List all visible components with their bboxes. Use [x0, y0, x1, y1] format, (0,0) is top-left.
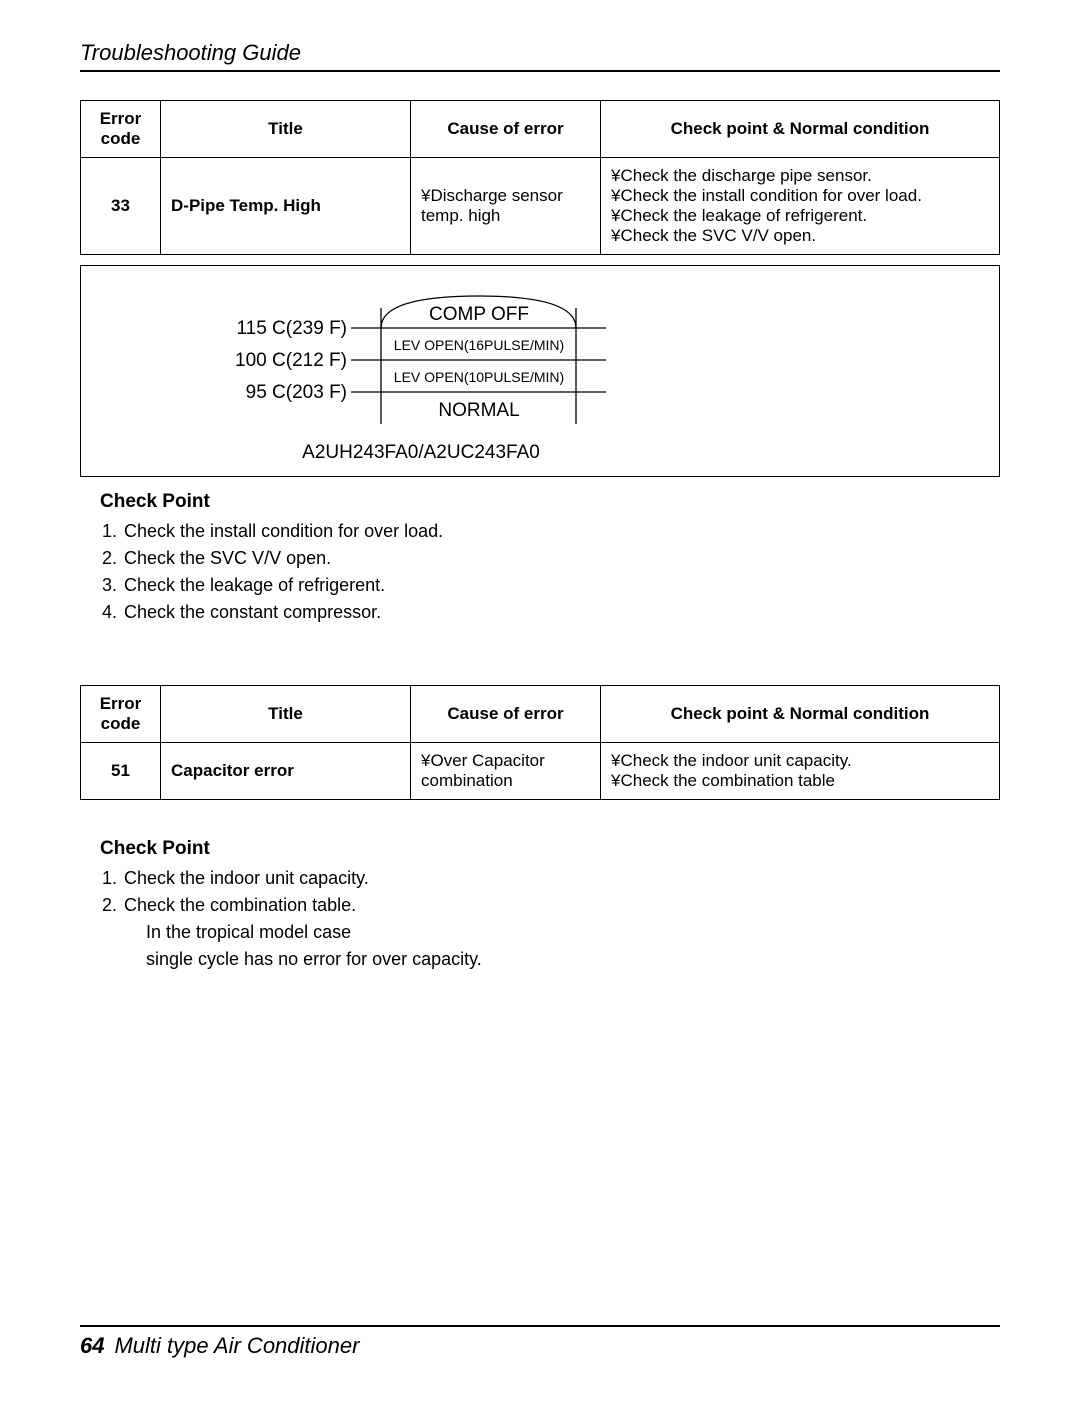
page-body: Troubleshooting Guide Error code Title C…: [0, 0, 1080, 970]
th-title: Title: [161, 686, 411, 743]
footer-text: 64 Multi type Air Conditioner: [80, 1333, 1000, 1359]
check-line: ¥Check the leakage of refrigerent.: [611, 206, 989, 226]
diagram-left-label: 115 C(239 F): [236, 318, 347, 339]
checkpoint-heading: Check Point: [100, 491, 1000, 513]
check-line: ¥Check the indoor unit capacity.: [611, 751, 989, 771]
diagram-caption: A2UH243FA0/A2UC243FA0: [231, 442, 611, 464]
cell-title: Capacitor error: [161, 743, 411, 800]
page-number: 64: [80, 1333, 104, 1358]
cell-title: D-Pipe Temp. High: [161, 158, 411, 255]
th-cause: Cause of error: [411, 101, 601, 158]
table-row: 33 D-Pipe Temp. High ¥Discharge sensor t…: [81, 158, 1000, 255]
table-row: 51 Capacitor error ¥Over Capacitor combi…: [81, 743, 1000, 800]
checkpoint-heading: Check Point: [100, 838, 1000, 860]
list-item: Check the install condition for over loa…: [122, 521, 1000, 542]
diagram-right-label: LEV OPEN(16PULSE/MIN): [394, 337, 564, 353]
diagram-left-label: 95 C(203 F): [246, 382, 347, 403]
th-error-code: Error code: [81, 686, 161, 743]
checkpoint-list: Check the indoor unit capacity. Check th…: [102, 868, 1000, 916]
list-item: Check the leakage of refrigerent.: [122, 575, 1000, 596]
error-table-33: Error code Title Cause of error Check po…: [80, 100, 1000, 255]
cell-error-code: 33: [81, 158, 161, 255]
diagram-left-label: 100 C(212 F): [235, 350, 347, 371]
cell-cause: ¥Over Capacitor combination: [411, 743, 601, 800]
cell-cause: ¥Discharge sensor temp. high: [411, 158, 601, 255]
check-line: ¥Check the install condition for over lo…: [611, 186, 989, 206]
th-error-code: Error code: [81, 101, 161, 158]
list-item: Check the combination table.: [122, 895, 1000, 916]
cell-error-code: 51: [81, 743, 161, 800]
footer-doc-title: Multi type Air Conditioner: [114, 1333, 359, 1358]
threshold-diagram-frame: 115 C(239 F) 100 C(212 F) 95 C(203 F) CO…: [80, 265, 1000, 477]
check-line: ¥Check the SVC V/V open.: [611, 226, 989, 246]
error-table-51: Error code Title Cause of error Check po…: [80, 685, 1000, 800]
diagram-right-label: NORMAL: [438, 400, 519, 421]
list-item: Check the indoor unit capacity.: [122, 868, 1000, 889]
sub-note: In the tropical model case: [146, 922, 1000, 943]
checkpoint-list: Check the install condition for over loa…: [102, 521, 1000, 623]
list-item: Check the SVC V/V open.: [122, 548, 1000, 569]
page-footer: 64 Multi type Air Conditioner: [80, 1325, 1000, 1359]
cell-checkpoints: ¥Check the discharge pipe sensor. ¥Check…: [601, 158, 1000, 255]
check-line: ¥Check the combination table: [611, 771, 989, 791]
sub-note: single cycle has no error for over capac…: [146, 949, 1000, 970]
footer-rule: [80, 1325, 1000, 1327]
diagram-right-label: COMP OFF: [429, 304, 529, 325]
th-check: Check point & Normal condition: [601, 686, 1000, 743]
check-line: ¥Check the discharge pipe sensor.: [611, 166, 989, 186]
cell-checkpoints: ¥Check the indoor unit capacity. ¥Check …: [601, 743, 1000, 800]
header-title: Troubleshooting Guide: [80, 40, 1000, 70]
table-header-row: Error code Title Cause of error Check po…: [81, 686, 1000, 743]
list-item: Check the constant compressor.: [122, 602, 1000, 623]
table-header-row: Error code Title Cause of error Check po…: [81, 101, 1000, 158]
th-title: Title: [161, 101, 411, 158]
th-cause: Cause of error: [411, 686, 601, 743]
threshold-diagram: 115 C(239 F) 100 C(212 F) 95 C(203 F) CO…: [231, 284, 651, 434]
th-check: Check point & Normal condition: [601, 101, 1000, 158]
header-rule: [80, 70, 1000, 72]
page-header: Troubleshooting Guide: [80, 40, 1000, 72]
diagram-right-label: LEV OPEN(10PULSE/MIN): [394, 369, 564, 385]
